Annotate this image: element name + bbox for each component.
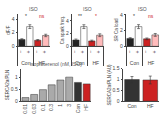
svg-text:0.1: 0.1 <box>40 104 46 111</box>
svg-text:+: + <box>26 51 32 54</box>
svg-text:*: * <box>25 13 27 19</box>
svg-text:4: 4 <box>120 12 123 18</box>
svg-text:isoproterenol (nM, ISO): isoproterenol (nM, ISO) <box>30 61 82 67</box>
svg-text:2: 2 <box>66 30 69 36</box>
svg-text:1.5: 1.5 <box>113 65 120 71</box>
svg-text:0.01: 0.01 <box>22 104 28 114</box>
svg-text:ISO: ISO <box>83 6 92 12</box>
svg-text:4: 4 <box>12 16 15 22</box>
svg-text:0.03: 0.03 <box>31 104 37 114</box>
svg-text:2: 2 <box>120 27 123 33</box>
svg-text:+: + <box>80 51 86 54</box>
svg-text:−: − <box>72 51 78 54</box>
svg-text:−: − <box>88 51 94 54</box>
svg-text:0: 0 <box>12 43 15 49</box>
svg-text:Ca spark freq.: Ca spark freq. <box>60 16 65 44</box>
svg-text:−: − <box>127 51 133 54</box>
svg-text:SERCA2a/PLN (AU): SERCA2a/PLN (AU) <box>107 64 112 106</box>
svg-text:ns: ns <box>148 13 154 19</box>
svg-text:−: − <box>34 51 40 54</box>
svg-text:1: 1 <box>15 74 18 80</box>
svg-text:Con: Con <box>21 60 30 66</box>
svg-text:*: * <box>133 13 135 19</box>
svg-text:SR Ca load: SR Ca load <box>114 18 119 42</box>
svg-text:ISO: ISO <box>29 6 38 12</box>
svg-text:0.3: 0.3 <box>48 104 54 111</box>
svg-text:4: 4 <box>66 18 69 24</box>
svg-text:Con: Con <box>130 60 139 66</box>
svg-text:3: 3 <box>66 104 72 107</box>
svg-text:Con: Con <box>75 104 81 113</box>
svg-text:−: − <box>18 51 24 54</box>
svg-text:0: 0 <box>120 43 123 49</box>
svg-text:HF: HF <box>147 103 154 109</box>
svg-text:2: 2 <box>12 29 15 35</box>
svg-text:dF/F: dF/F <box>6 25 11 35</box>
svg-text:Con: Con <box>75 60 84 66</box>
svg-text:Con: Con <box>127 103 136 109</box>
svg-text:0: 0 <box>117 98 120 104</box>
svg-text:*: * <box>95 13 97 19</box>
svg-text:+: + <box>135 51 141 54</box>
svg-text:ns: ns <box>39 13 45 19</box>
svg-text:0.5: 0.5 <box>113 87 120 93</box>
svg-text:0.5: 0.5 <box>11 86 18 92</box>
svg-text:1: 1 <box>117 76 120 82</box>
svg-text:SERCA2a/PLN: SERCA2a/PLN <box>5 70 10 101</box>
svg-text:HF: HF <box>148 60 155 66</box>
svg-text:HF: HF <box>38 60 45 66</box>
svg-text:0: 0 <box>66 43 69 49</box>
svg-text:HF: HF <box>83 104 89 111</box>
svg-text:+: + <box>42 51 48 54</box>
svg-text:0: 0 <box>15 98 18 104</box>
svg-text:ISO: ISO <box>138 6 147 12</box>
svg-text:+: + <box>152 51 158 54</box>
svg-text:1: 1 <box>57 104 63 107</box>
svg-text:**: ** <box>78 13 82 19</box>
svg-text:HF: HF <box>92 60 99 66</box>
svg-text:+: + <box>96 51 102 54</box>
svg-text:−: − <box>143 51 149 54</box>
